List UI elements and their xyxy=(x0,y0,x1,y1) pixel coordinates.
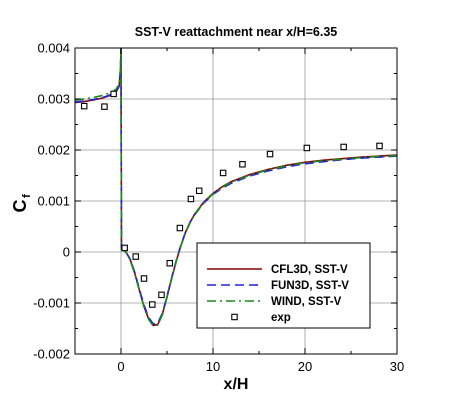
exp-point xyxy=(195,187,203,195)
y-axis-label: C f xyxy=(10,194,33,213)
y-tick-label: 0.003 xyxy=(37,92,70,107)
x-tick-label: 10 xyxy=(206,359,220,374)
exp-point xyxy=(166,259,174,267)
legend: CFL3D, SST-V FUN3D, SST-V WIND, SST-V exp xyxy=(196,242,371,329)
exp-point xyxy=(187,195,195,203)
exp-point xyxy=(149,301,156,308)
x-tick-label: 30 xyxy=(390,359,404,374)
y-tick-label: 0.002 xyxy=(37,143,70,158)
exp-point xyxy=(158,291,165,299)
series-line-3 xyxy=(75,48,397,327)
experiment-markers xyxy=(80,90,383,308)
chart-title: SST-V reattachment near x/H=6.35 xyxy=(135,25,338,39)
exp-point xyxy=(132,253,139,260)
legend-label-1: CFL3D, SST-V xyxy=(271,264,348,276)
y-axis-label-main: C xyxy=(10,200,30,213)
series-line-2 xyxy=(75,48,397,325)
exp-point xyxy=(101,103,108,110)
exp-point xyxy=(176,224,184,232)
exp-point xyxy=(110,90,117,98)
exp-point xyxy=(219,169,227,177)
y-tick-label: 0 xyxy=(63,245,70,260)
series-layer xyxy=(75,48,397,327)
exp-point xyxy=(266,150,274,158)
exp-point xyxy=(303,144,311,152)
legend-label-3: WIND, SST-V xyxy=(271,296,342,308)
exp-point xyxy=(239,161,246,168)
legend-label-exp: exp xyxy=(271,312,291,324)
x-axis-label: x/H xyxy=(224,376,249,393)
exp-point xyxy=(340,143,347,151)
y-tick-label: 0.001 xyxy=(37,194,70,209)
y-tick-label: -0.001 xyxy=(33,296,70,311)
y-tick-label: 0.004 xyxy=(37,41,70,56)
exp-point xyxy=(140,275,148,282)
x-tick-label: 0 xyxy=(117,359,124,374)
legend-label-2: FUN3D, SST-V xyxy=(271,280,349,292)
x-tick-label: 20 xyxy=(298,359,312,374)
y-axis-label-subscript: f xyxy=(21,194,33,198)
exp-point xyxy=(121,244,128,252)
exp-point xyxy=(80,102,88,110)
y-tick-label: -0.002 xyxy=(33,347,70,362)
axis-ticks: 0 10 20 30 -0.002 -0.001 0 0.001 0.002 0.003 0.004 xyxy=(33,41,404,375)
exp-point xyxy=(376,142,383,150)
legend-swatch-exp xyxy=(231,313,238,321)
